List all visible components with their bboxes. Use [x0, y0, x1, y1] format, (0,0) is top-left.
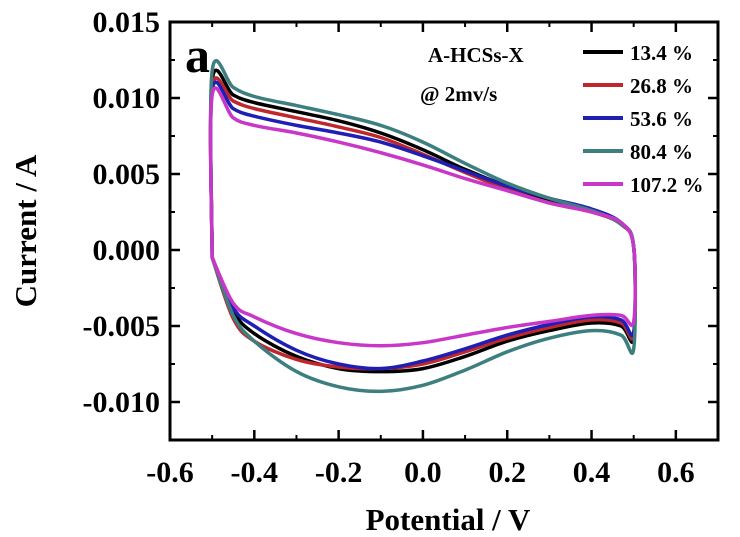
x-tick-label: -0.4: [231, 456, 279, 489]
y-axis-title: Current / A: [8, 154, 43, 307]
y-tick-label: 0.005: [93, 158, 161, 191]
panel-label: a: [185, 27, 210, 83]
legend-label: 80.4 %: [630, 140, 693, 164]
legend-label: 53.6 %: [630, 107, 693, 131]
legend-title-line2: @ 2mv/s: [420, 82, 497, 106]
y-tick-label: -0.010: [83, 386, 161, 419]
legend-label: 13.4 %: [630, 41, 693, 65]
x-axis-title: Potential / V: [366, 502, 531, 537]
tick-labels-group: -0.6 -0.4 -0.2 0.0 0.2 0.4 0.6 -0.010 -0.005 0.00…: [83, 6, 695, 489]
y-tick-label: -0.005: [83, 310, 161, 343]
series-group: [208, 59, 638, 394]
x-tick-label: 0.0: [404, 456, 442, 489]
legend-label: 107.2 %: [630, 173, 704, 197]
legend-label: 26.8 %: [630, 74, 693, 98]
y-tick-label: 0.000: [93, 234, 161, 267]
plot-frame: [168, 20, 720, 442]
x-tick-label: 0.4: [573, 456, 611, 489]
y-tick-label: 0.010: [93, 82, 161, 115]
x-tick-label: -0.6: [146, 456, 194, 489]
ticks-group: [168, 20, 718, 440]
series-line-5: [208, 86, 638, 348]
x-tick-label: -0.2: [315, 456, 363, 489]
x-tick-label: 0.6: [657, 456, 695, 489]
y-tick-label: 0.015: [93, 6, 161, 39]
legend: 13.4 % 26.8 % 53.6 % 80.4 % 107.2 %: [583, 41, 704, 197]
legend-title-line1: A-HCSs-X: [428, 43, 524, 67]
x-tick-label: 0.2: [488, 456, 526, 489]
